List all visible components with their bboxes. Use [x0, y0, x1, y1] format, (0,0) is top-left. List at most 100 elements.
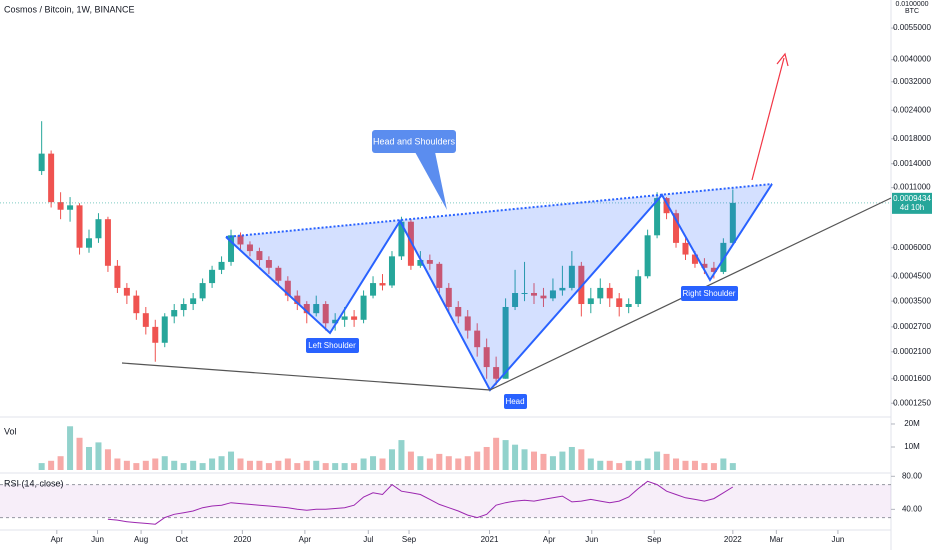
volume-label: Vol — [4, 426, 17, 436]
volume-bar — [388, 449, 395, 470]
candle-body — [246, 244, 253, 252]
candle-body — [455, 306, 462, 317]
candle-body — [502, 306, 509, 379]
candle-body — [171, 310, 178, 317]
y-tick-label: 0.0011000 — [893, 183, 931, 192]
volume-bar — [616, 463, 623, 470]
pattern-label: Head and Shoulders — [373, 136, 456, 146]
candle-body — [654, 198, 661, 236]
price-label-box — [892, 192, 932, 214]
volume-bar — [587, 458, 594, 470]
candle-body — [625, 304, 632, 307]
x-tick-label: Jul — [363, 535, 373, 544]
candle-body — [351, 316, 358, 320]
volume-bar — [483, 446, 490, 470]
volume-bar — [57, 456, 64, 470]
x-tick-label: Oct — [176, 535, 189, 544]
candle-body — [606, 287, 613, 299]
label-box — [681, 286, 738, 301]
candle-body — [701, 263, 708, 268]
volume-tick-label: 20M — [904, 419, 920, 428]
volume-bar — [436, 453, 443, 470]
candle-body — [152, 326, 159, 343]
candle-body — [568, 265, 575, 288]
x-tick-label: Jun — [91, 535, 104, 544]
volume-bar — [133, 463, 140, 470]
y-tick-label: 0.0002100 — [893, 347, 931, 356]
candle-body — [549, 290, 556, 299]
volume-bar — [322, 463, 329, 470]
volume-bar — [597, 460, 604, 470]
volume-bar — [654, 451, 661, 470]
x-tick-label: Sep — [402, 535, 417, 544]
candle-body — [644, 235, 651, 277]
volume-bar — [218, 456, 225, 470]
candle-body — [663, 198, 670, 214]
left-shoulder-label: Left Shoulder — [308, 341, 356, 350]
candle-body — [559, 287, 566, 291]
volume-bar — [701, 463, 708, 470]
volume-bar — [682, 460, 689, 470]
candle-body — [616, 298, 623, 307]
volume-bar — [379, 458, 386, 470]
candle-body — [531, 292, 537, 296]
candle-body — [265, 260, 272, 268]
y-tick-label: 0.0004500 — [893, 271, 931, 280]
candle-body — [199, 283, 206, 299]
target-arrow — [751, 57, 785, 181]
volume-bar — [426, 458, 433, 470]
volume-bar — [663, 453, 670, 470]
y-tick-label: 0.0006000 — [893, 243, 931, 252]
volume-bar — [720, 458, 727, 470]
candle-body — [691, 254, 698, 264]
x-tick-label: 2022 — [724, 535, 742, 544]
volume-bar — [521, 449, 528, 470]
volume-bar — [180, 463, 187, 470]
candle-body — [710, 267, 717, 272]
volume-bar — [284, 458, 291, 470]
candle-body — [104, 219, 111, 266]
candle-body — [407, 221, 414, 266]
x-tick-label: Apr — [543, 535, 556, 544]
candle-body — [398, 221, 405, 257]
candle-body — [474, 330, 481, 348]
volume-bar — [407, 451, 414, 470]
volume-bar — [171, 460, 178, 470]
y-tick-label: 0.0014000 — [893, 159, 931, 168]
candle-body — [436, 263, 443, 288]
rsi-line — [107, 480, 734, 525]
x-tick-label: 2021 — [481, 535, 499, 544]
candle-body — [587, 298, 594, 305]
candle-body — [417, 260, 424, 266]
volume-bar — [303, 460, 310, 470]
candle-body — [275, 267, 282, 281]
volume-bar — [48, 460, 55, 470]
volume-bar — [104, 449, 111, 470]
volume-bar — [123, 460, 130, 470]
candle-body — [464, 316, 471, 331]
candle-body — [256, 251, 263, 261]
candle-body — [294, 295, 301, 305]
candle-body — [161, 316, 168, 343]
volume-bar — [142, 460, 149, 470]
candle-body — [284, 280, 291, 296]
candle-body — [729, 202, 736, 243]
x-tick-label: Sep — [647, 535, 662, 544]
candle-body — [388, 256, 395, 286]
y-tick-label: 0.0003500 — [893, 296, 931, 305]
y-tick-label: 0.0018000 — [893, 134, 931, 143]
volume-bar — [559, 451, 566, 470]
volume-bar — [540, 453, 547, 470]
candle-body — [379, 283, 386, 286]
x-tick-label: Aug — [134, 535, 148, 544]
candle-body — [493, 367, 500, 379]
x-tick-label: Apr — [51, 535, 64, 544]
volume-bar — [455, 458, 462, 470]
y-tick-label: 0.0002700 — [893, 322, 931, 331]
volume-bar — [275, 460, 282, 470]
volume-bar — [464, 456, 471, 470]
candle-body — [521, 292, 528, 294]
candle-body — [673, 213, 680, 243]
volume-bar — [67, 426, 74, 470]
